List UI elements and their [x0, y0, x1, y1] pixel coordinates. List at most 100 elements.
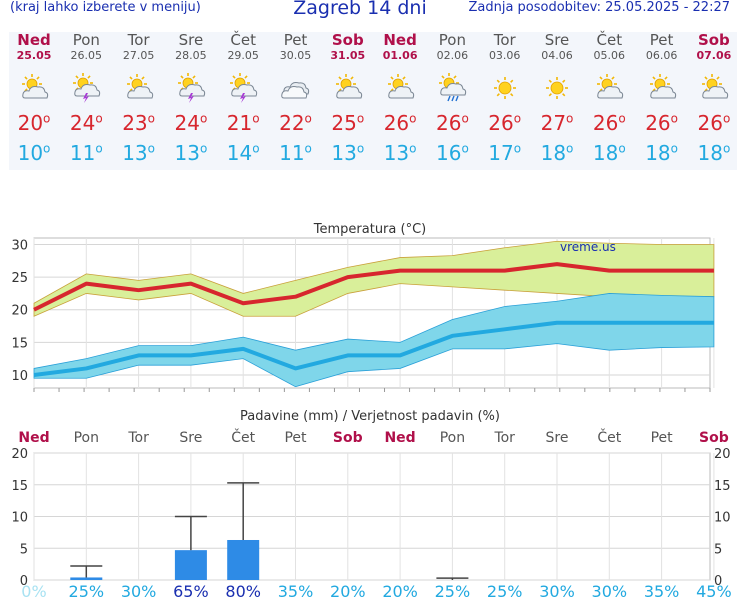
- day-date: 04.06: [541, 49, 573, 62]
- max-temperature: 26o: [645, 111, 678, 135]
- min-temperature: 18o: [540, 141, 574, 165]
- thunderstorm-sun-icon: [176, 73, 206, 103]
- precipitation-probability: 25%: [435, 582, 471, 600]
- precipitation-probability: 30%: [592, 582, 628, 600]
- precipitation-day-label: Čet: [597, 428, 621, 446]
- day-column: Pet 30.05: [270, 31, 322, 99]
- min-temperature: 13o: [174, 141, 208, 165]
- min-temperature: 13o: [383, 141, 417, 165]
- precipitation-chart-title: Padavine (mm) / Verjetnost padavin (%): [240, 409, 500, 424]
- sun-cloud-icon: [647, 73, 677, 103]
- max-temperature: 26o: [383, 111, 417, 135]
- precipitation-y-tick-right: 20: [714, 447, 731, 462]
- day-date: 06.06: [645, 49, 678, 62]
- temperature-y-tick: 15: [11, 336, 28, 351]
- day-date: 28.05: [175, 49, 207, 62]
- day-date: 26.05: [70, 49, 103, 62]
- day-column: Tor 27.05: [113, 31, 165, 99]
- sunny-icon: [542, 73, 572, 103]
- precipitation-probability: 20%: [382, 582, 418, 600]
- day-date: 25.05: [16, 49, 52, 62]
- day-name: Pon: [438, 31, 466, 49]
- sun-cloud-icon: [333, 73, 363, 103]
- sun-cloud-icon: [385, 73, 415, 103]
- page-title: Zagreb 14 dni: [293, 0, 427, 19]
- day-column: Pon 26.05: [60, 32, 112, 103]
- day-column: Sre 04.06: [531, 32, 583, 99]
- thunderstorm-sun-icon: [228, 73, 258, 103]
- max-temperature: 22o: [279, 111, 312, 135]
- precipitation-day-label: Ned: [384, 430, 415, 446]
- day-name: Ned: [383, 31, 417, 49]
- min-temperature: 16o: [435, 141, 469, 165]
- precipitation-bar: [174, 550, 207, 580]
- last-updated: Zadnja posodobitev: 25.05.2025 - 22:27: [468, 0, 730, 15]
- max-temperature: 26o: [592, 111, 626, 135]
- precipitation-probability: 35%: [644, 582, 680, 600]
- min-temperature-line: [33, 320, 714, 377]
- precipitation-probability: 25%: [487, 582, 523, 600]
- day-name: Pet: [649, 31, 674, 49]
- day-name: Pet: [283, 31, 308, 49]
- precipitation-day-label: Ned: [18, 430, 49, 446]
- min-temperature: 11o: [279, 141, 312, 165]
- min-temperature: 13o: [122, 141, 155, 165]
- sunny-icon: [490, 73, 520, 103]
- max-temperature: 25o: [331, 111, 365, 135]
- day-column: Pon 02.06: [426, 31, 478, 102]
- min-temperature: 10o: [17, 141, 51, 165]
- day-column: Ned 01.06: [374, 31, 426, 99]
- location-hint[interactable]: (kraj lahko izberete v meniju): [10, 0, 201, 15]
- max-temperature-line: [33, 262, 714, 312]
- precipitation-day-label: Pon: [74, 430, 99, 446]
- day-date: 29.05: [227, 49, 259, 62]
- day-column: Tor 03.06: [479, 32, 531, 99]
- precipitation-day-label: Čet: [231, 428, 255, 446]
- precipitation-y-tick-left: 5: [20, 542, 28, 557]
- day-name: Tor: [127, 31, 150, 49]
- precipitation-bar: [70, 577, 103, 580]
- watermark: vreme.us: [560, 240, 616, 254]
- thunderstorm-sun-icon: [71, 73, 101, 103]
- day-column: Sob 07.06: [688, 32, 740, 99]
- precipitation-y-tick-left: 15: [11, 479, 28, 494]
- precipitation-day-label: Tor: [493, 430, 515, 446]
- day-date: 27.05: [122, 49, 155, 62]
- precipitation-probability: 80%: [225, 582, 261, 600]
- day-column: Ned 25.05: [8, 31, 60, 99]
- precipitation-probability: 0%: [21, 582, 46, 600]
- day-date: 03.06: [488, 49, 521, 62]
- precipitation-probability: 30%: [121, 582, 157, 600]
- day-column: Čet 29.05: [217, 31, 269, 103]
- precipitation-y-tick-right: 5: [714, 542, 722, 557]
- max-temperature: 24o: [174, 111, 208, 135]
- day-name: Čet: [230, 31, 256, 49]
- precipitation-day-label: Sob: [333, 430, 363, 446]
- cloudy-icon: [280, 73, 311, 103]
- day-name: Ned: [17, 31, 51, 49]
- precipitation-day-label: Pet: [651, 430, 674, 446]
- precipitation-day-label: Pet: [284, 430, 307, 446]
- precipitation-probability: 30%: [539, 582, 575, 600]
- day-date: 07.06: [696, 49, 732, 62]
- precipitation-bar: [227, 539, 260, 580]
- precipitation-y-tick-left: 10: [11, 511, 28, 526]
- max-temperature: 26o: [435, 111, 469, 135]
- day-date: 31.05: [330, 49, 366, 62]
- day-name: Sob: [331, 31, 364, 49]
- precipitation-probability: 20%: [330, 582, 366, 600]
- precipitation-day-label: Sob: [699, 430, 729, 446]
- max-temperature: 24o: [69, 111, 103, 135]
- precipitation-probability: 45%: [696, 582, 732, 600]
- day-name: Čet: [596, 31, 623, 49]
- temperature-y-tick: 25: [11, 271, 28, 286]
- min-temperature-band: [33, 293, 715, 388]
- precipitation-y-tick-left: 20: [11, 447, 28, 462]
- min-temperature: 18o: [697, 141, 731, 165]
- min-temperature: 13o: [331, 141, 365, 165]
- day-date: 05.06: [593, 49, 626, 62]
- precipitation-y-tick-right: 0: [714, 574, 722, 589]
- day-date: 02.06: [436, 49, 469, 62]
- min-temperature: 14o: [226, 141, 260, 165]
- rain-sun-icon: [437, 73, 467, 103]
